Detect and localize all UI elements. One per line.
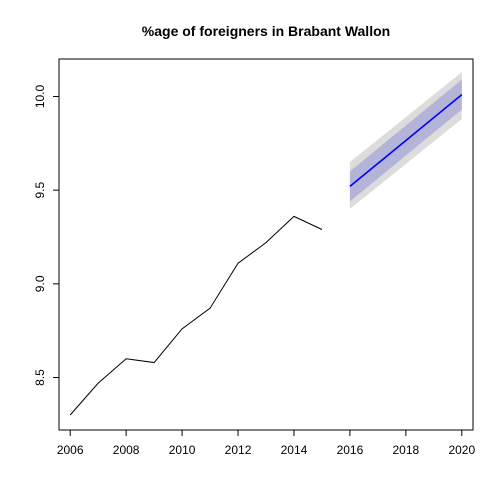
chart-title: %age of foreigners in Brabant Wallon [142,23,390,39]
y-tick-label: 9.0 [33,275,47,292]
series-lines-layer [69,93,463,416]
y-tick-label: 8.5 [33,369,47,386]
y-tick-label: 9.5 [33,181,47,198]
y-tick-label: 10.0 [33,84,47,108]
x-tick-label: 2008 [113,443,140,457]
x-tick-label: 2012 [225,443,252,457]
observed-series-line [69,215,323,416]
forecast-series-line [349,93,463,188]
y-axis: 8.5 9.0 9.5 10.0 [33,84,60,386]
x-tick-label: 2018 [393,443,420,457]
x-tick-label: 2020 [448,443,475,457]
x-tick-label: 2010 [169,443,196,457]
x-axis: 2006 2008 2010 2012 2014 2016 2018 2020 [57,429,475,457]
x-tick-label: 2014 [281,443,308,457]
x-tick-label: 2006 [57,443,84,457]
x-tick-label: 2016 [337,443,364,457]
